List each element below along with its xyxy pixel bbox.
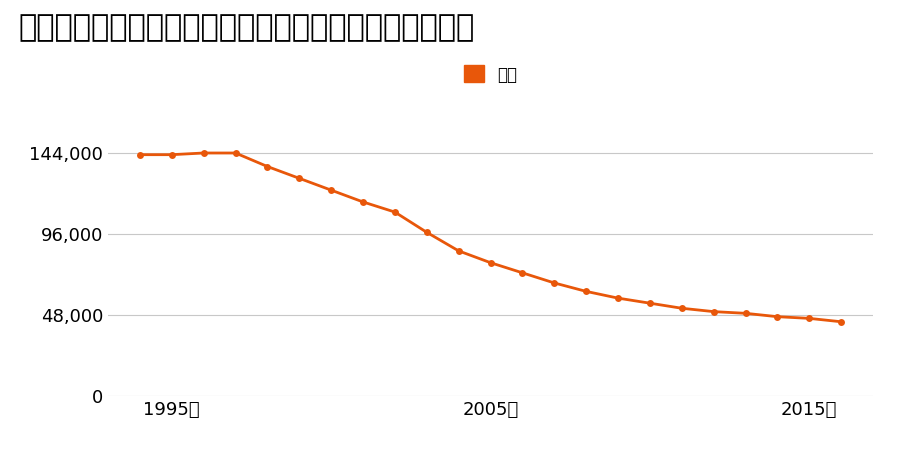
Text: 宮城県柴田郡大河原町大谷字町向１００番９の地価推移: 宮城県柴田郡大河原町大谷字町向１００番９の地価推移 bbox=[18, 14, 474, 42]
Legend: 価格: 価格 bbox=[457, 59, 524, 90]
